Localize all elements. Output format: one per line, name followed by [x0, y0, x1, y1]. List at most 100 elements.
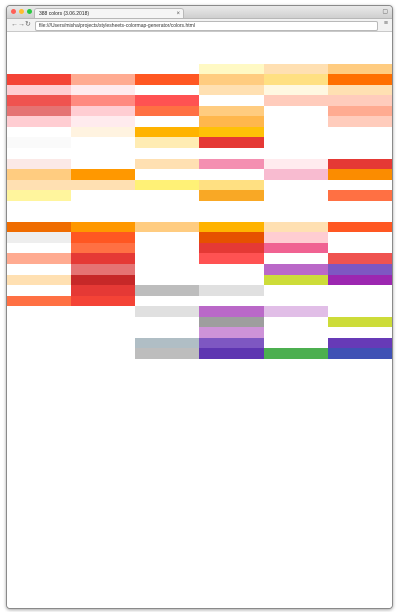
color-swatch-hex: [354, 221, 392, 233]
color-swatch: [199, 569, 227, 581]
minimize-window-button[interactable]: [19, 9, 24, 14]
color-swatch-hex: [162, 496, 200, 507]
forward-arrow-icon[interactable]: →: [18, 21, 25, 28]
color-row: [7, 337, 392, 349]
color-swatch: [327, 316, 355, 328]
color-row: [7, 295, 392, 307]
color-swatch-hex: [290, 95, 328, 106]
color-row: [7, 169, 392, 180]
color-swatch: [263, 485, 291, 497]
color-swatch: [263, 74, 291, 85]
color-swatch-hex: [162, 464, 200, 475]
color-swatch: [199, 464, 227, 475]
color-swatch-hex: [354, 369, 392, 381]
color-swatch: [135, 506, 163, 518]
color-swatch: [135, 601, 163, 608]
color-swatch-hex: [354, 179, 392, 191]
color-swatch: [71, 380, 98, 391]
color-swatch-hex: [162, 390, 200, 402]
color-row: [7, 84, 392, 96]
color-swatch-hex: [33, 453, 72, 465]
color-row: [7, 422, 392, 433]
maximize-window-button[interactable]: [27, 9, 32, 14]
color-row: [7, 32, 392, 43]
browser-tab[interactable]: 388 colors (3.06.2018) ×: [34, 8, 184, 18]
color-swatch-hex: [162, 274, 200, 286]
color-swatch: [71, 211, 98, 222]
color-swatch: [199, 601, 227, 608]
color-row: [7, 390, 392, 402]
color-swatch-hex: [226, 590, 264, 602]
user-profile-icon[interactable]: ▢: [382, 9, 388, 15]
color-swatch-hex: [162, 601, 200, 608]
color-swatch: [135, 337, 163, 349]
color-row: [7, 348, 392, 359]
tab-close-icon[interactable]: ×: [176, 11, 180, 17]
color-swatch: [135, 169, 163, 180]
color-swatch-hex: [97, 95, 136, 106]
color-swatch: [135, 496, 163, 507]
color-swatch: [7, 253, 34, 265]
color-swatch: [263, 274, 291, 286]
color-swatch: [263, 63, 291, 75]
color-swatch-hex: [354, 590, 392, 602]
color-swatch-hex: [97, 422, 136, 433]
color-swatch: [135, 116, 163, 127]
color-swatch: [71, 369, 98, 381]
color-swatch-hex: [33, 506, 72, 518]
color-swatch: [327, 422, 355, 433]
color-swatch: [263, 453, 291, 465]
color-row: [7, 200, 392, 212]
color-swatch: [263, 496, 291, 507]
color-swatch: [135, 358, 163, 370]
color-swatch-hex: [226, 95, 264, 106]
color-swatch-hex: [162, 327, 200, 338]
back-arrow-icon[interactable]: ←: [11, 21, 18, 28]
color-swatch-hex: [290, 158, 328, 170]
color-swatch: [327, 432, 355, 444]
color-swatch-hex: [226, 221, 264, 233]
color-swatch: [199, 380, 227, 391]
color-swatch: [71, 232, 98, 243]
color-swatch-hex: [226, 179, 264, 191]
color-swatch-hex: [354, 527, 392, 539]
color-swatch-hex: [162, 569, 200, 581]
close-window-button[interactable]: [11, 9, 16, 14]
color-swatch-hex: [290, 369, 328, 381]
reload-icon[interactable]: ↻: [25, 21, 31, 28]
color-swatch-hex: [290, 443, 328, 454]
browser-menu-icon[interactable]: ≡: [383, 20, 388, 27]
color-swatch: [263, 42, 291, 54]
color-swatch: [135, 474, 163, 486]
color-swatch: [135, 380, 163, 391]
color-swatch-hex: [33, 601, 72, 608]
color-swatch: [199, 32, 227, 43]
color-swatch: [7, 496, 34, 507]
color-swatch: [7, 369, 34, 381]
color-swatch-hex: [97, 548, 136, 560]
color-swatch-hex: [354, 295, 392, 307]
color-swatch: [199, 496, 227, 507]
address-bar[interactable]: file:///Users/misha/projects/stylesheets…: [35, 21, 378, 31]
color-swatch: [327, 137, 355, 149]
color-swatch: [199, 411, 227, 423]
color-row: [7, 358, 392, 370]
color-swatch: [71, 422, 98, 433]
color-swatch: [135, 242, 163, 254]
color-swatch-hex: [354, 569, 392, 581]
color-swatch: [263, 358, 291, 370]
color-row: [7, 148, 392, 159]
color-swatch-hex: [354, 126, 392, 138]
color-swatch: [7, 84, 34, 96]
color-swatch: [7, 590, 34, 602]
color-swatch-hex: [290, 42, 328, 54]
color-swatch-hex: [354, 242, 392, 254]
color-swatch-hex: [162, 179, 200, 191]
color-swatch: [71, 200, 98, 212]
color-swatch-hex: [290, 116, 328, 127]
color-swatch: [135, 179, 163, 191]
color-swatch: [7, 105, 34, 117]
color-swatch-hex: [354, 274, 392, 286]
color-swatch-hex: [354, 506, 392, 518]
color-swatch-hex: [290, 559, 328, 570]
